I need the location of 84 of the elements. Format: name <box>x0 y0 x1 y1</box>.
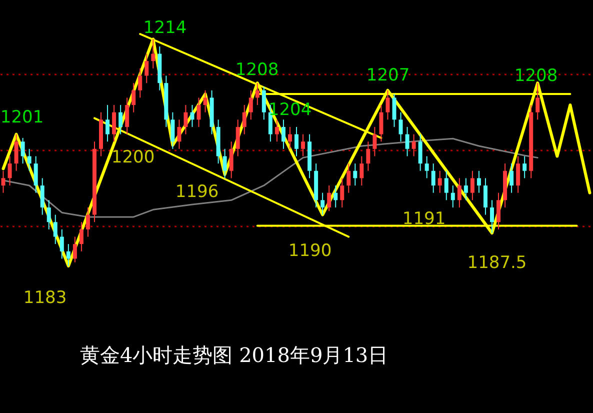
candlestick <box>106 104 110 142</box>
annotation: 1191 <box>402 209 446 229</box>
candlestick <box>132 82 136 113</box>
candlestick <box>464 178 468 201</box>
candlestick <box>86 206 90 238</box>
candlestick <box>274 119 279 142</box>
candlestick <box>27 148 32 172</box>
annotation: 1201 <box>0 107 44 128</box>
candlestick <box>424 156 429 179</box>
candlestick <box>60 228 64 260</box>
candlestick <box>118 104 123 135</box>
candlestick <box>112 104 116 142</box>
candlestick <box>476 170 481 194</box>
candlestick <box>144 53 149 84</box>
text: 黄金4小时走势图 2018年9月13日 <box>80 343 388 367</box>
candlestick <box>14 134 18 172</box>
candlestick <box>288 126 292 150</box>
candlestick <box>398 112 403 142</box>
candlestick <box>1 170 6 194</box>
candlestick <box>170 112 175 150</box>
candlestick <box>125 97 130 135</box>
candlestick <box>438 170 442 194</box>
candlestick <box>184 104 188 135</box>
candlestick <box>490 200 494 234</box>
candlestick <box>222 148 227 179</box>
candlestick <box>248 90 253 120</box>
annotation: 1214 <box>143 18 187 38</box>
candlestick <box>242 104 246 135</box>
candlestick <box>138 68 142 98</box>
annotation: 1187.5 <box>467 253 527 274</box>
candlestick <box>79 222 84 252</box>
candlestick <box>536 82 540 120</box>
candlestick <box>177 119 182 150</box>
annotation: 1200 <box>111 148 155 168</box>
candlestick <box>262 86 266 120</box>
candlestick <box>196 97 201 128</box>
candlestick <box>386 90 390 120</box>
annotation: 1190 <box>288 240 332 261</box>
candlestick <box>34 156 38 194</box>
candlestick <box>8 156 12 186</box>
candlestick <box>392 94 396 128</box>
candlestick <box>236 119 240 157</box>
candlestick <box>444 170 448 201</box>
text: 1183 <box>23 288 67 308</box>
candlestick <box>360 156 364 186</box>
candlestick <box>346 163 351 194</box>
candlestick <box>340 178 344 208</box>
candlestick <box>72 236 77 263</box>
annotation: 1208 <box>514 66 558 86</box>
candlestick <box>366 141 370 172</box>
candlestick <box>412 134 416 157</box>
candlestick <box>203 90 208 113</box>
candlestick <box>516 156 520 194</box>
candlestick <box>46 200 51 230</box>
candlestick <box>53 214 58 245</box>
annotation: 1207 <box>366 65 410 86</box>
candlestick <box>151 38 156 69</box>
candlestick <box>372 126 377 157</box>
candlestick <box>20 137 25 164</box>
candlestick <box>496 192 501 230</box>
candlestick <box>327 184 332 212</box>
candlestick <box>483 178 488 216</box>
candlestick <box>294 126 298 157</box>
candlestick <box>66 244 70 266</box>
annotation: 1208 <box>235 60 279 80</box>
candlestick <box>255 82 260 106</box>
candlestick <box>301 134 306 157</box>
candlestick <box>457 178 462 208</box>
candlestick <box>470 170 474 201</box>
candlestick <box>510 163 514 194</box>
candlestick <box>320 192 325 216</box>
candlestick <box>334 184 338 208</box>
candlestick <box>405 126 410 157</box>
annotation: 1196 <box>175 182 219 202</box>
candlestick <box>418 134 422 172</box>
candlestick <box>353 163 358 186</box>
candlestick <box>522 156 527 179</box>
candlestick <box>229 141 234 179</box>
candlestick <box>40 178 44 216</box>
candlestick <box>379 104 384 142</box>
candlestick <box>431 163 436 194</box>
candlestick <box>281 119 286 150</box>
candlestick <box>190 104 194 128</box>
candlestick <box>450 184 455 208</box>
